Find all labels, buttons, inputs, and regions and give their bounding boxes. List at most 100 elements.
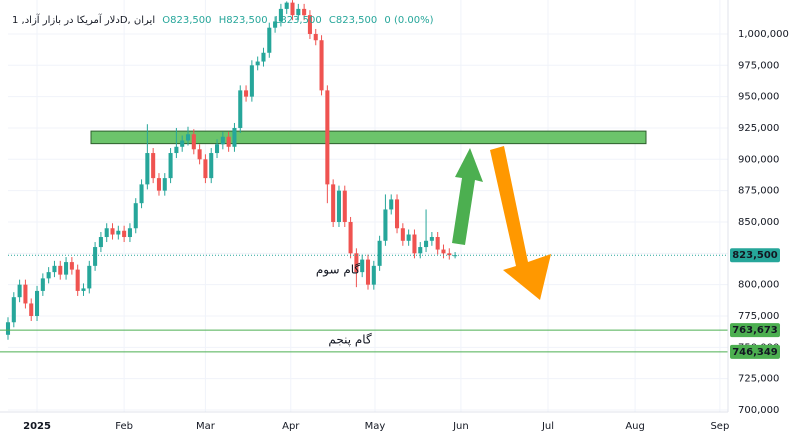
x-tick-label: Aug bbox=[625, 421, 645, 432]
candle-body bbox=[191, 134, 196, 150]
candle-body bbox=[284, 2, 289, 9]
candle-body bbox=[46, 272, 51, 279]
x-tick-label: Jun bbox=[452, 421, 469, 432]
candle-body bbox=[273, 21, 278, 28]
close: C823,500 bbox=[329, 15, 377, 26]
candle-body bbox=[360, 259, 365, 273]
candle-body bbox=[226, 136, 231, 147]
candle-body bbox=[156, 178, 161, 191]
level-label: 746,349 bbox=[732, 347, 778, 358]
high: H823,500 bbox=[219, 15, 268, 26]
candle-body bbox=[290, 2, 295, 16]
candle-body bbox=[75, 269, 80, 291]
candle-body bbox=[406, 234, 411, 241]
plot: گام سوم گام پنجم bbox=[0, 0, 728, 353]
y-tick-label: 850,000 bbox=[738, 217, 779, 228]
candle-body bbox=[395, 199, 400, 229]
candle-body bbox=[325, 90, 330, 185]
candle-body bbox=[412, 234, 417, 254]
x-tick-label: Jul bbox=[541, 421, 554, 432]
candle-body bbox=[220, 136, 225, 145]
zone bbox=[90, 130, 647, 145]
level-box bbox=[730, 344, 780, 359]
up-arrow bbox=[452, 148, 483, 245]
candle-body bbox=[348, 221, 353, 254]
candle-body bbox=[168, 153, 173, 179]
candle-body bbox=[267, 27, 272, 53]
x-tick-label: Apr bbox=[282, 421, 300, 432]
candle-body bbox=[116, 230, 121, 235]
candle-body bbox=[197, 149, 202, 160]
candle-body bbox=[133, 203, 138, 229]
candle-body bbox=[52, 265, 57, 273]
candle-body bbox=[93, 247, 98, 266]
candle-body bbox=[98, 237, 103, 248]
candle-body bbox=[203, 159, 208, 179]
candle-body bbox=[435, 237, 440, 250]
candle-body bbox=[261, 52, 266, 62]
candle-body bbox=[5, 322, 11, 335]
candle-body bbox=[383, 209, 388, 241]
candle-body bbox=[249, 65, 254, 97]
candle-body bbox=[354, 253, 359, 273]
y-tick-label: 725,000 bbox=[738, 374, 779, 385]
x-tick-label: Feb bbox=[115, 421, 133, 432]
candle-body bbox=[29, 303, 34, 316]
candle-body bbox=[429, 237, 434, 241]
candle-body bbox=[377, 240, 382, 266]
change: 0 (0.00%) bbox=[384, 15, 433, 26]
last-price-label: 823,500 bbox=[732, 250, 778, 261]
candle-body bbox=[296, 8, 301, 16]
candle-body bbox=[209, 153, 214, 179]
last-price-box bbox=[730, 248, 780, 263]
y-tick-label: 800,000 bbox=[738, 280, 779, 291]
candle-body bbox=[238, 90, 243, 128]
candle-body bbox=[215, 144, 220, 154]
open: O823,500 bbox=[162, 15, 211, 26]
annotation: گام سوم bbox=[316, 263, 361, 278]
candle-body bbox=[180, 140, 185, 147]
y-tick-label: 1,000,000 bbox=[738, 29, 789, 40]
candle-body bbox=[11, 297, 16, 323]
candle-body bbox=[371, 265, 376, 285]
candle-body bbox=[278, 8, 283, 22]
candle-body bbox=[255, 61, 260, 66]
candle-body bbox=[35, 290, 40, 316]
x-tick-label: Sep bbox=[710, 421, 729, 432]
candle-body bbox=[122, 230, 127, 238]
candle-body bbox=[307, 15, 312, 34]
y-tick-label: 950,000 bbox=[738, 92, 779, 103]
candle-body bbox=[244, 90, 249, 97]
candle-body bbox=[139, 184, 144, 204]
candle-body bbox=[418, 247, 423, 254]
candle-body bbox=[313, 33, 318, 41]
candle-body bbox=[319, 40, 324, 91]
candle-body bbox=[185, 134, 191, 141]
candle-body bbox=[302, 8, 307, 16]
level-box bbox=[730, 323, 780, 338]
x-tick-label: 2025 bbox=[23, 421, 51, 432]
annotation: گام پنجم bbox=[328, 333, 372, 347]
candle-body bbox=[151, 153, 156, 179]
y-tick-label: 700,000 bbox=[738, 405, 779, 416]
candle-body bbox=[441, 249, 446, 254]
grid bbox=[8, 0, 728, 412]
candle-body bbox=[81, 288, 86, 291]
x-tick-label: Mar bbox=[196, 421, 216, 432]
down-arrow bbox=[490, 146, 551, 300]
candle-body bbox=[389, 199, 394, 210]
candle-body bbox=[447, 253, 452, 256]
y-tick-label: 925,000 bbox=[738, 123, 779, 134]
candle-body bbox=[40, 278, 45, 291]
legend-header: دلار آمریکا در بازار آزاد, 1D, ایران O82… bbox=[12, 13, 434, 26]
candle-body bbox=[336, 190, 341, 222]
candle-body bbox=[342, 190, 347, 222]
candle-body bbox=[110, 228, 115, 235]
candle-body bbox=[331, 184, 336, 222]
candle-body bbox=[145, 153, 150, 185]
candle-body bbox=[64, 262, 69, 275]
candle-body bbox=[232, 127, 237, 147]
candle-body bbox=[400, 228, 405, 241]
